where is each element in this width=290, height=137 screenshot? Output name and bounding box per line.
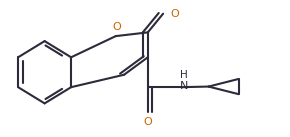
Text: O: O (170, 9, 179, 19)
Text: O: O (144, 117, 152, 127)
Text: N: N (180, 81, 188, 91)
Text: O: O (113, 22, 122, 32)
Text: H: H (180, 70, 188, 80)
